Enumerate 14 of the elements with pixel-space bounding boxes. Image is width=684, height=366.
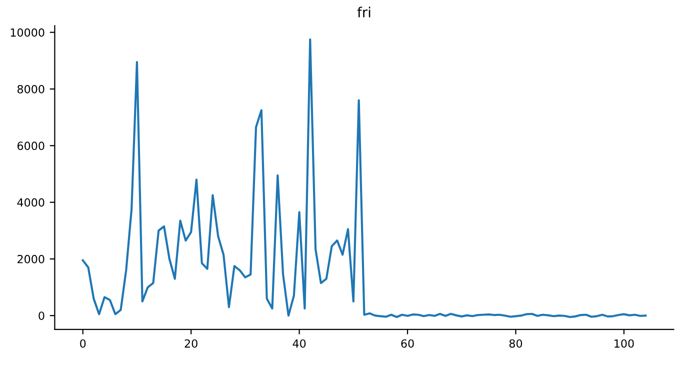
x-tick-label: 100 [614,339,634,348]
y-tick-label: 6000 [17,142,44,150]
line-series [82,38,647,318]
x-tick-label: 40 [292,339,306,348]
y-tick-label: 8000 [17,84,44,94]
y-tick-label: 2000 [18,254,44,264]
x-tick-label: 20 [184,339,198,348]
x-tick-label: 0 [80,339,86,348]
y-tick-label: 4000 [17,198,44,207]
y-tick-label: 10000 [10,28,44,37]
x-tick-label: 80 [509,339,522,348]
y-tick-label: 0 [38,312,44,320]
x-tick-label: 60 [401,339,414,348]
chart-title: fri [357,6,370,18]
